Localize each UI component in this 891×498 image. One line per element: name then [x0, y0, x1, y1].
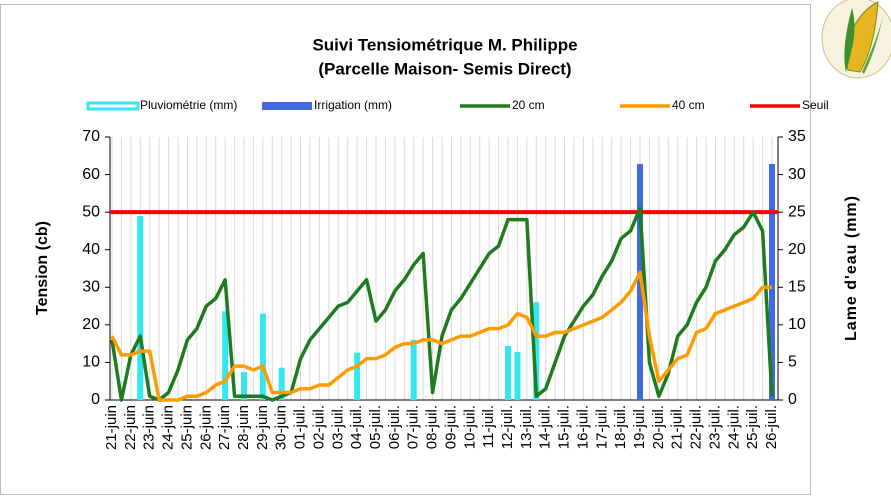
x-tick-label: 12-juil. [499, 405, 516, 449]
x-tick-label: 07-juil. [405, 405, 422, 449]
x-tick-label: 24-juil. [725, 405, 742, 449]
legend-swatch [88, 103, 138, 109]
x-tick-label: 05-juil. [367, 405, 384, 449]
y2-tick-label: 30 [788, 166, 806, 183]
x-tick-label: 30-juin [273, 405, 290, 450]
y2-tick-label: 0 [788, 391, 797, 408]
x-tick-label: 25-juil. [744, 405, 761, 449]
bar [354, 353, 360, 400]
y-tick-label: 10 [82, 354, 100, 371]
legend-label: Seuil [802, 98, 829, 112]
x-tick-label: 22-juil. [688, 405, 705, 449]
y-tick-label: 60 [82, 166, 100, 183]
y2-tick-label: 35 [788, 128, 806, 145]
chart: Suivi Tensiométrique M. Philippe (Parcel… [0, 0, 891, 498]
x-tick-label: 06-juil. [386, 405, 403, 449]
bar [514, 352, 520, 400]
legend-label: Irrigation (mm) [314, 98, 392, 112]
y2-tick-label: 15 [788, 279, 806, 296]
chart-title: Suivi Tensiométrique M. Philippe [312, 35, 577, 54]
y2-tick-label: 25 [788, 203, 806, 220]
x-tick-label: 15-juil. [556, 405, 573, 449]
x-tick-label: 20-juil. [650, 405, 667, 449]
bar [411, 340, 417, 400]
legend-swatch [262, 102, 312, 110]
x-tick-label: 10-juil. [461, 405, 478, 449]
y-tick-label: 40 [82, 241, 100, 258]
x-tick-label: 02-juil. [310, 405, 327, 449]
y2-tick-label: 20 [788, 241, 806, 258]
legend-label: Pluviométrie (mm) [140, 98, 237, 112]
bar [260, 314, 266, 400]
y-tick-label: 20 [82, 316, 100, 333]
y-tick-label: 70 [82, 128, 100, 145]
y-tick-label: 0 [91, 391, 100, 408]
x-tick-label: 11-juil. [480, 405, 497, 448]
x-tick-label: 01-juil. [292, 405, 309, 449]
x-tick-label: 08-juil. [424, 405, 441, 449]
bar [137, 216, 143, 400]
y-tick-label: 50 [82, 203, 100, 220]
x-tick-label: 14-juil. [537, 405, 554, 449]
bar [505, 346, 511, 400]
legend-label: 40 cm [672, 98, 705, 112]
x-tick-label: 04-juil. [348, 405, 365, 449]
x-tick-label: 25-juin [178, 405, 195, 450]
y-axis-label: Tension (cb) [34, 221, 51, 315]
x-tick-label: 29-juin [254, 405, 271, 450]
x-tick-label: 22-juin [122, 405, 139, 450]
legend-label: 20 cm [512, 98, 545, 112]
y2-tick-label: 5 [788, 354, 797, 371]
x-tick-label: 19-juil. [631, 405, 648, 449]
x-tick-label: 23-juin [141, 405, 158, 450]
x-tick-label: 27-juin [216, 405, 233, 450]
y-tick-label: 30 [82, 279, 100, 296]
x-tick-label: 17-juil. [593, 405, 610, 449]
x-tick-label: 26-juil. [763, 405, 780, 449]
chart-subtitle: (Parcelle Maison- Semis Direct) [318, 59, 571, 78]
x-tick-label: 21-juil. [669, 405, 686, 449]
x-tick-label: 16-juil. [574, 405, 591, 449]
logo [822, 0, 891, 78]
x-tick-label: 13-juil. [518, 405, 535, 449]
y2-axis-label: Lame d'eau (mm) [843, 195, 860, 341]
x-tick-label: 26-juin [197, 405, 214, 450]
x-tick-label: 09-juil. [442, 405, 459, 449]
x-tick-label: 23-juil. [706, 405, 723, 449]
x-tick-label: 28-juin [235, 405, 252, 450]
y2-tick-label: 10 [788, 316, 806, 333]
x-tick-label: 03-juil. [329, 405, 346, 449]
x-tick-label: 24-juin [160, 405, 177, 450]
x-tick-label: 18-juil. [612, 405, 629, 449]
x-tick-label: 21-juin [103, 405, 120, 450]
